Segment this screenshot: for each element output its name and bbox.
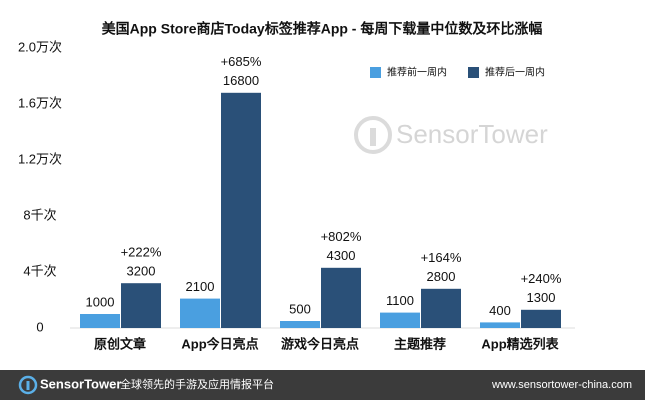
y-tick-label: 1.2万次 xyxy=(18,151,62,166)
bar xyxy=(80,314,120,328)
value-label: 2100 xyxy=(186,279,215,294)
chart-title: 美国App Store商店Today标签推荐App - 每周下载量中位数及环比涨… xyxy=(102,21,543,37)
x-tick-label: 游戏今日亮点 xyxy=(281,336,359,351)
legend-label: 推荐后一周内 xyxy=(485,66,545,79)
y-tick-label: 1.6万次 xyxy=(18,95,62,110)
x-tick-label: App今日亮点 xyxy=(181,336,258,351)
value-label: 3200 xyxy=(127,264,156,279)
value-label: 400 xyxy=(489,303,511,318)
bar xyxy=(480,322,520,328)
x-tick-label: 原创文章 xyxy=(94,336,146,351)
legend-swatch xyxy=(370,67,381,78)
watermark-text: SensorTower xyxy=(396,119,548,149)
footer-slogan: 全球领先的手游及应用情报平台 xyxy=(120,377,274,391)
value-label: 500 xyxy=(289,301,311,316)
bar xyxy=(180,298,220,328)
value-label: 1100 xyxy=(386,293,414,308)
growth-label: +164% xyxy=(421,250,462,265)
bar xyxy=(321,267,361,328)
x-tick-label: App精选列表 xyxy=(481,336,559,351)
y-tick-label: 0 xyxy=(36,319,43,334)
bar xyxy=(521,309,561,328)
legend-label: 推荐前一周内 xyxy=(387,66,447,79)
bar xyxy=(280,321,320,328)
footer-logo xyxy=(18,375,38,395)
footer-url: www.sensortower-china.com xyxy=(491,379,632,391)
growth-label: +222% xyxy=(121,245,162,260)
watermark-icon-bar xyxy=(370,128,376,146)
value-label: 1000 xyxy=(86,294,115,309)
growth-label: +802% xyxy=(321,229,362,244)
footer-bar xyxy=(0,370,645,400)
growth-label: +685% xyxy=(221,54,262,69)
value-label: 2800 xyxy=(427,269,456,284)
bar xyxy=(121,283,161,328)
bar xyxy=(421,288,461,328)
footer-logo-bar xyxy=(26,381,30,390)
value-label: 1300 xyxy=(527,290,556,305)
y-tick-label: 4千次 xyxy=(23,263,56,278)
bar xyxy=(221,92,261,328)
growth-label: +240% xyxy=(521,271,562,286)
y-tick-label: 2.0万次 xyxy=(18,39,62,54)
value-label: 16800 xyxy=(223,73,259,88)
x-tick-label: 主题推荐 xyxy=(394,336,446,351)
footer-brand: SensorTower xyxy=(40,376,121,391)
value-label: 4300 xyxy=(327,248,356,263)
y-tick-label: 8千次 xyxy=(23,207,56,222)
legend-swatch xyxy=(468,67,479,78)
bar xyxy=(380,312,420,328)
watermark-icon xyxy=(354,116,392,154)
watermark: SensorTower xyxy=(354,116,548,154)
